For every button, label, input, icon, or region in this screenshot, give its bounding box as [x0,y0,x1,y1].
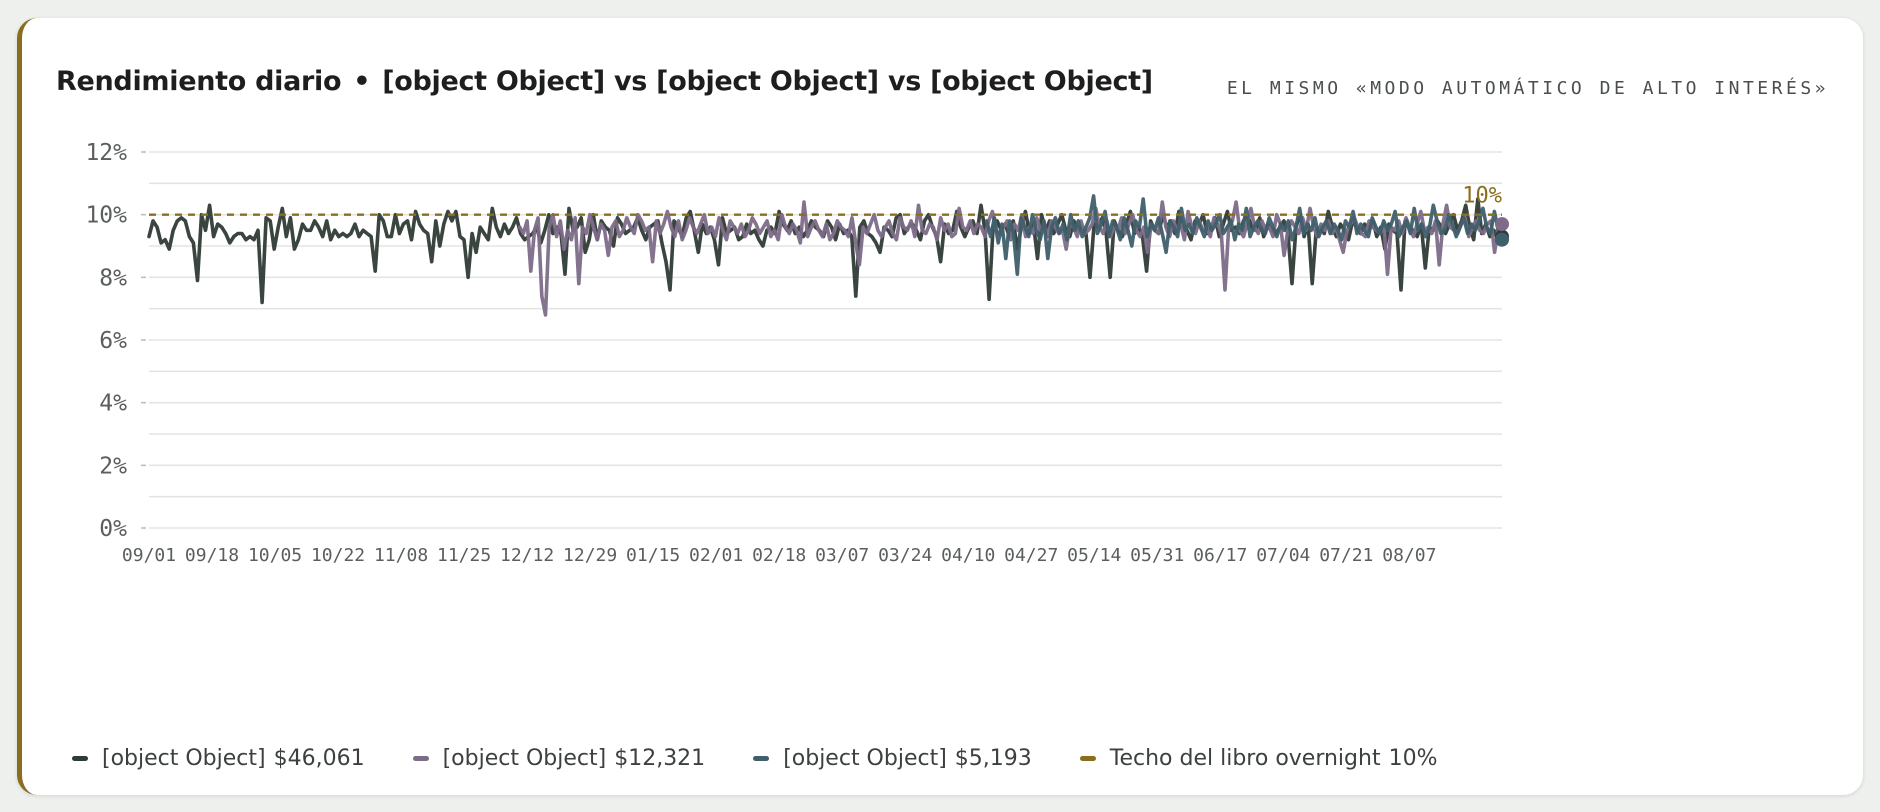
y-tick-label: 12% [85,140,127,166]
title-text: Rendimiento diario [56,66,342,97]
legend-value-1: $46,061 [273,746,365,771]
x-tick-label: 01/15 [626,545,680,566]
x-tick-label: 12/29 [563,545,617,566]
legend-label-3: [object Object] [783,746,947,771]
x-tick-label: 11/08 [374,545,428,566]
x-tick-label: 04/10 [941,545,995,566]
y-tick-label: 0% [99,516,127,542]
x-tick-label: 09/18 [185,545,239,566]
y-tick-label: 6% [99,328,127,354]
legend-label-2: [object Object] [442,746,607,771]
legend-item-ceiling: Techo del libro overnight 10% [1079,746,1438,771]
x-tick-label: 03/24 [878,545,932,566]
x-tick-label: 02/18 [752,545,806,566]
chart-tag: EL MISMO «MODO AUTOMÁTICO DE ALTO INTERÉ… [1226,78,1829,99]
y-tick-label: 4% [99,391,127,417]
x-tick-label: 10/05 [248,545,302,566]
y-tick-label: 10% [85,203,127,229]
legend-swatch-2 [412,756,429,761]
x-tick-label: 12/12 [500,545,554,566]
legend-swatch-3 [753,756,770,761]
x-tick-label: 05/31 [1130,545,1184,566]
legend: [object Object] $46,061 [object Object] … [72,746,1486,771]
chart-title: Rendimiento diario • [object Object] vs [o… [56,66,1153,97]
legend-value-2: $12,321 [614,746,706,771]
chart-card: Rendimiento diario • [object Object] vs [o… [17,18,1863,795]
legend-label-4: Techo del libro overnight [1109,746,1381,771]
y-tick-label: 8% [99,265,127,291]
legend-swatch-4 [1079,756,1096,761]
y-tick-label: 2% [99,453,127,479]
line-chart: 12% 10% 8% 6% 4% 2% 0% 09/01 09/18 10/05 10/22 11/0… [85,140,1509,566]
legend-item-series-1: [object Object] $46,061 [72,746,365,771]
ceiling-label: 10% [1462,184,1502,209]
x-tick-label: 03/07 [815,545,869,566]
x-tick-label: 07/21 [1319,545,1373,566]
x-tick-label: 09/01 [122,545,176,566]
x-tick-label: 07/04 [1256,545,1310,566]
series-end-dot-3 [1495,232,1509,247]
x-tick-label: 06/17 [1193,545,1247,566]
title-subtitle: [object Object] vs [object Object] vs [o… [382,66,1153,97]
x-tick-label: 05/14 [1067,545,1121,566]
legend-label-1: [object Object] [102,746,266,771]
legend-value-4: 10% [1388,746,1438,771]
x-tick-label: 02/01 [689,545,743,566]
x-tick-label: 04/27 [1004,545,1058,566]
x-tick-label: 11/25 [437,545,491,566]
legend-item-series-3: [object Object] $5,193 [753,746,1032,771]
series-line-3 [984,194,1504,277]
legend-swatch-1 [72,756,88,761]
series-end-dot-2 [1495,217,1509,232]
x-tick-label: 10/22 [311,545,365,566]
legend-value-3: $5,193 [954,746,1032,771]
x-tick-label: 08/07 [1382,545,1436,566]
legend-item-series-2: [object Object] $12,321 [412,746,706,771]
title-separator: • [353,66,371,97]
